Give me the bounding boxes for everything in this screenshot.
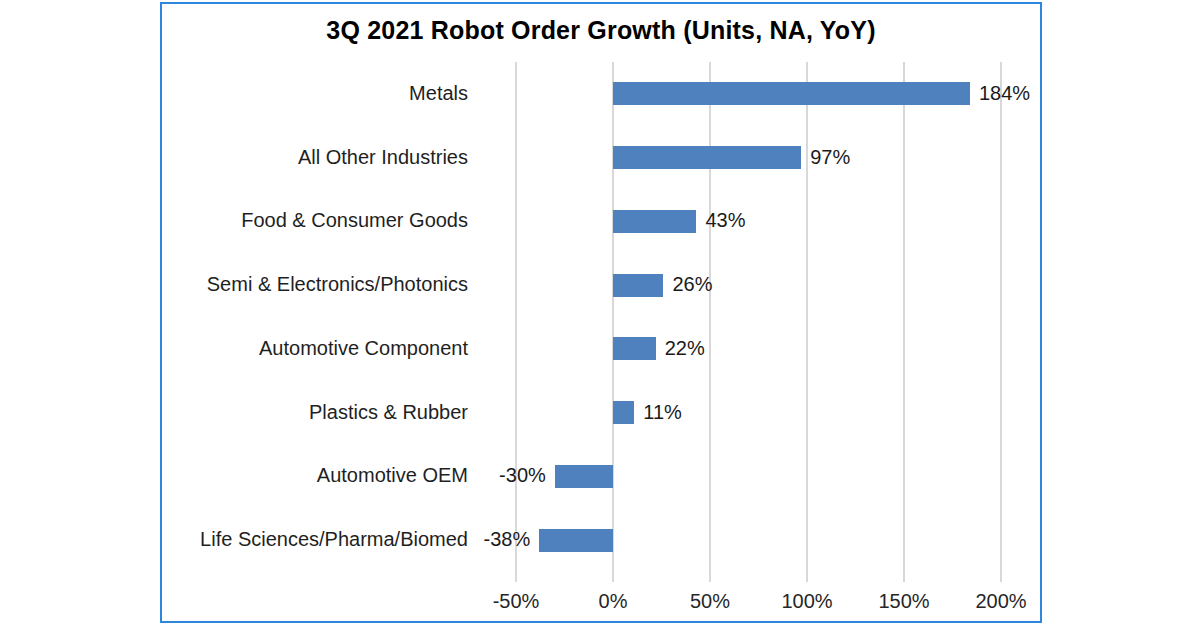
x-axis-tick-label: 0% (568, 590, 658, 613)
value-label: 11% (643, 401, 682, 424)
bar (539, 529, 613, 552)
x-axis-tick-label: 150% (859, 590, 949, 613)
bar (555, 465, 613, 488)
value-label: -38% (484, 528, 531, 551)
gridline (709, 62, 711, 572)
value-label: 43% (705, 209, 745, 232)
gridline (515, 62, 517, 572)
gridline (806, 62, 808, 572)
value-label: 26% (672, 273, 712, 296)
category-label: Metals (167, 82, 468, 105)
category-label: Plastics & Rubber (167, 401, 468, 424)
bar (613, 82, 970, 105)
page: 3Q 2021 Robot Order Growth (Units, NA, Y… (0, 0, 1200, 628)
bar (613, 274, 663, 297)
value-label: 184% (979, 82, 1030, 105)
category-label: Life Sciences/Pharma/Biomed (167, 528, 468, 551)
category-label: Semi & Electronics/Photonics (167, 273, 468, 296)
bar (613, 401, 634, 424)
category-label: Food & Consumer Goods (167, 209, 468, 232)
axis-tick (515, 572, 517, 582)
value-label: 97% (810, 146, 850, 169)
value-label: 22% (665, 337, 705, 360)
bar (613, 146, 801, 169)
category-label: Automotive OEM (167, 464, 468, 487)
category-label: All Other Industries (167, 146, 468, 169)
category-label: Automotive Component (167, 337, 468, 360)
bar (613, 337, 656, 360)
gridline (903, 62, 905, 572)
x-axis-tick-label: -50% (471, 590, 561, 613)
chart-frame: 3Q 2021 Robot Order Growth (Units, NA, Y… (160, 2, 1042, 623)
x-axis-tick-label: 50% (665, 590, 755, 613)
x-axis-tick-label: 100% (762, 590, 852, 613)
bar (613, 210, 696, 233)
axis-tick (612, 572, 614, 582)
axis-tick (1000, 572, 1002, 582)
gridline (612, 62, 614, 572)
gridline (1000, 62, 1002, 572)
x-axis-tick-label: 200% (956, 590, 1046, 613)
axis-tick (806, 572, 808, 582)
axis-tick (903, 572, 905, 582)
value-label: -30% (499, 464, 546, 487)
axis-tick (709, 572, 711, 582)
plot-area: -50%0%50%100%150%200%Metals184%All Other… (162, 4, 1040, 621)
